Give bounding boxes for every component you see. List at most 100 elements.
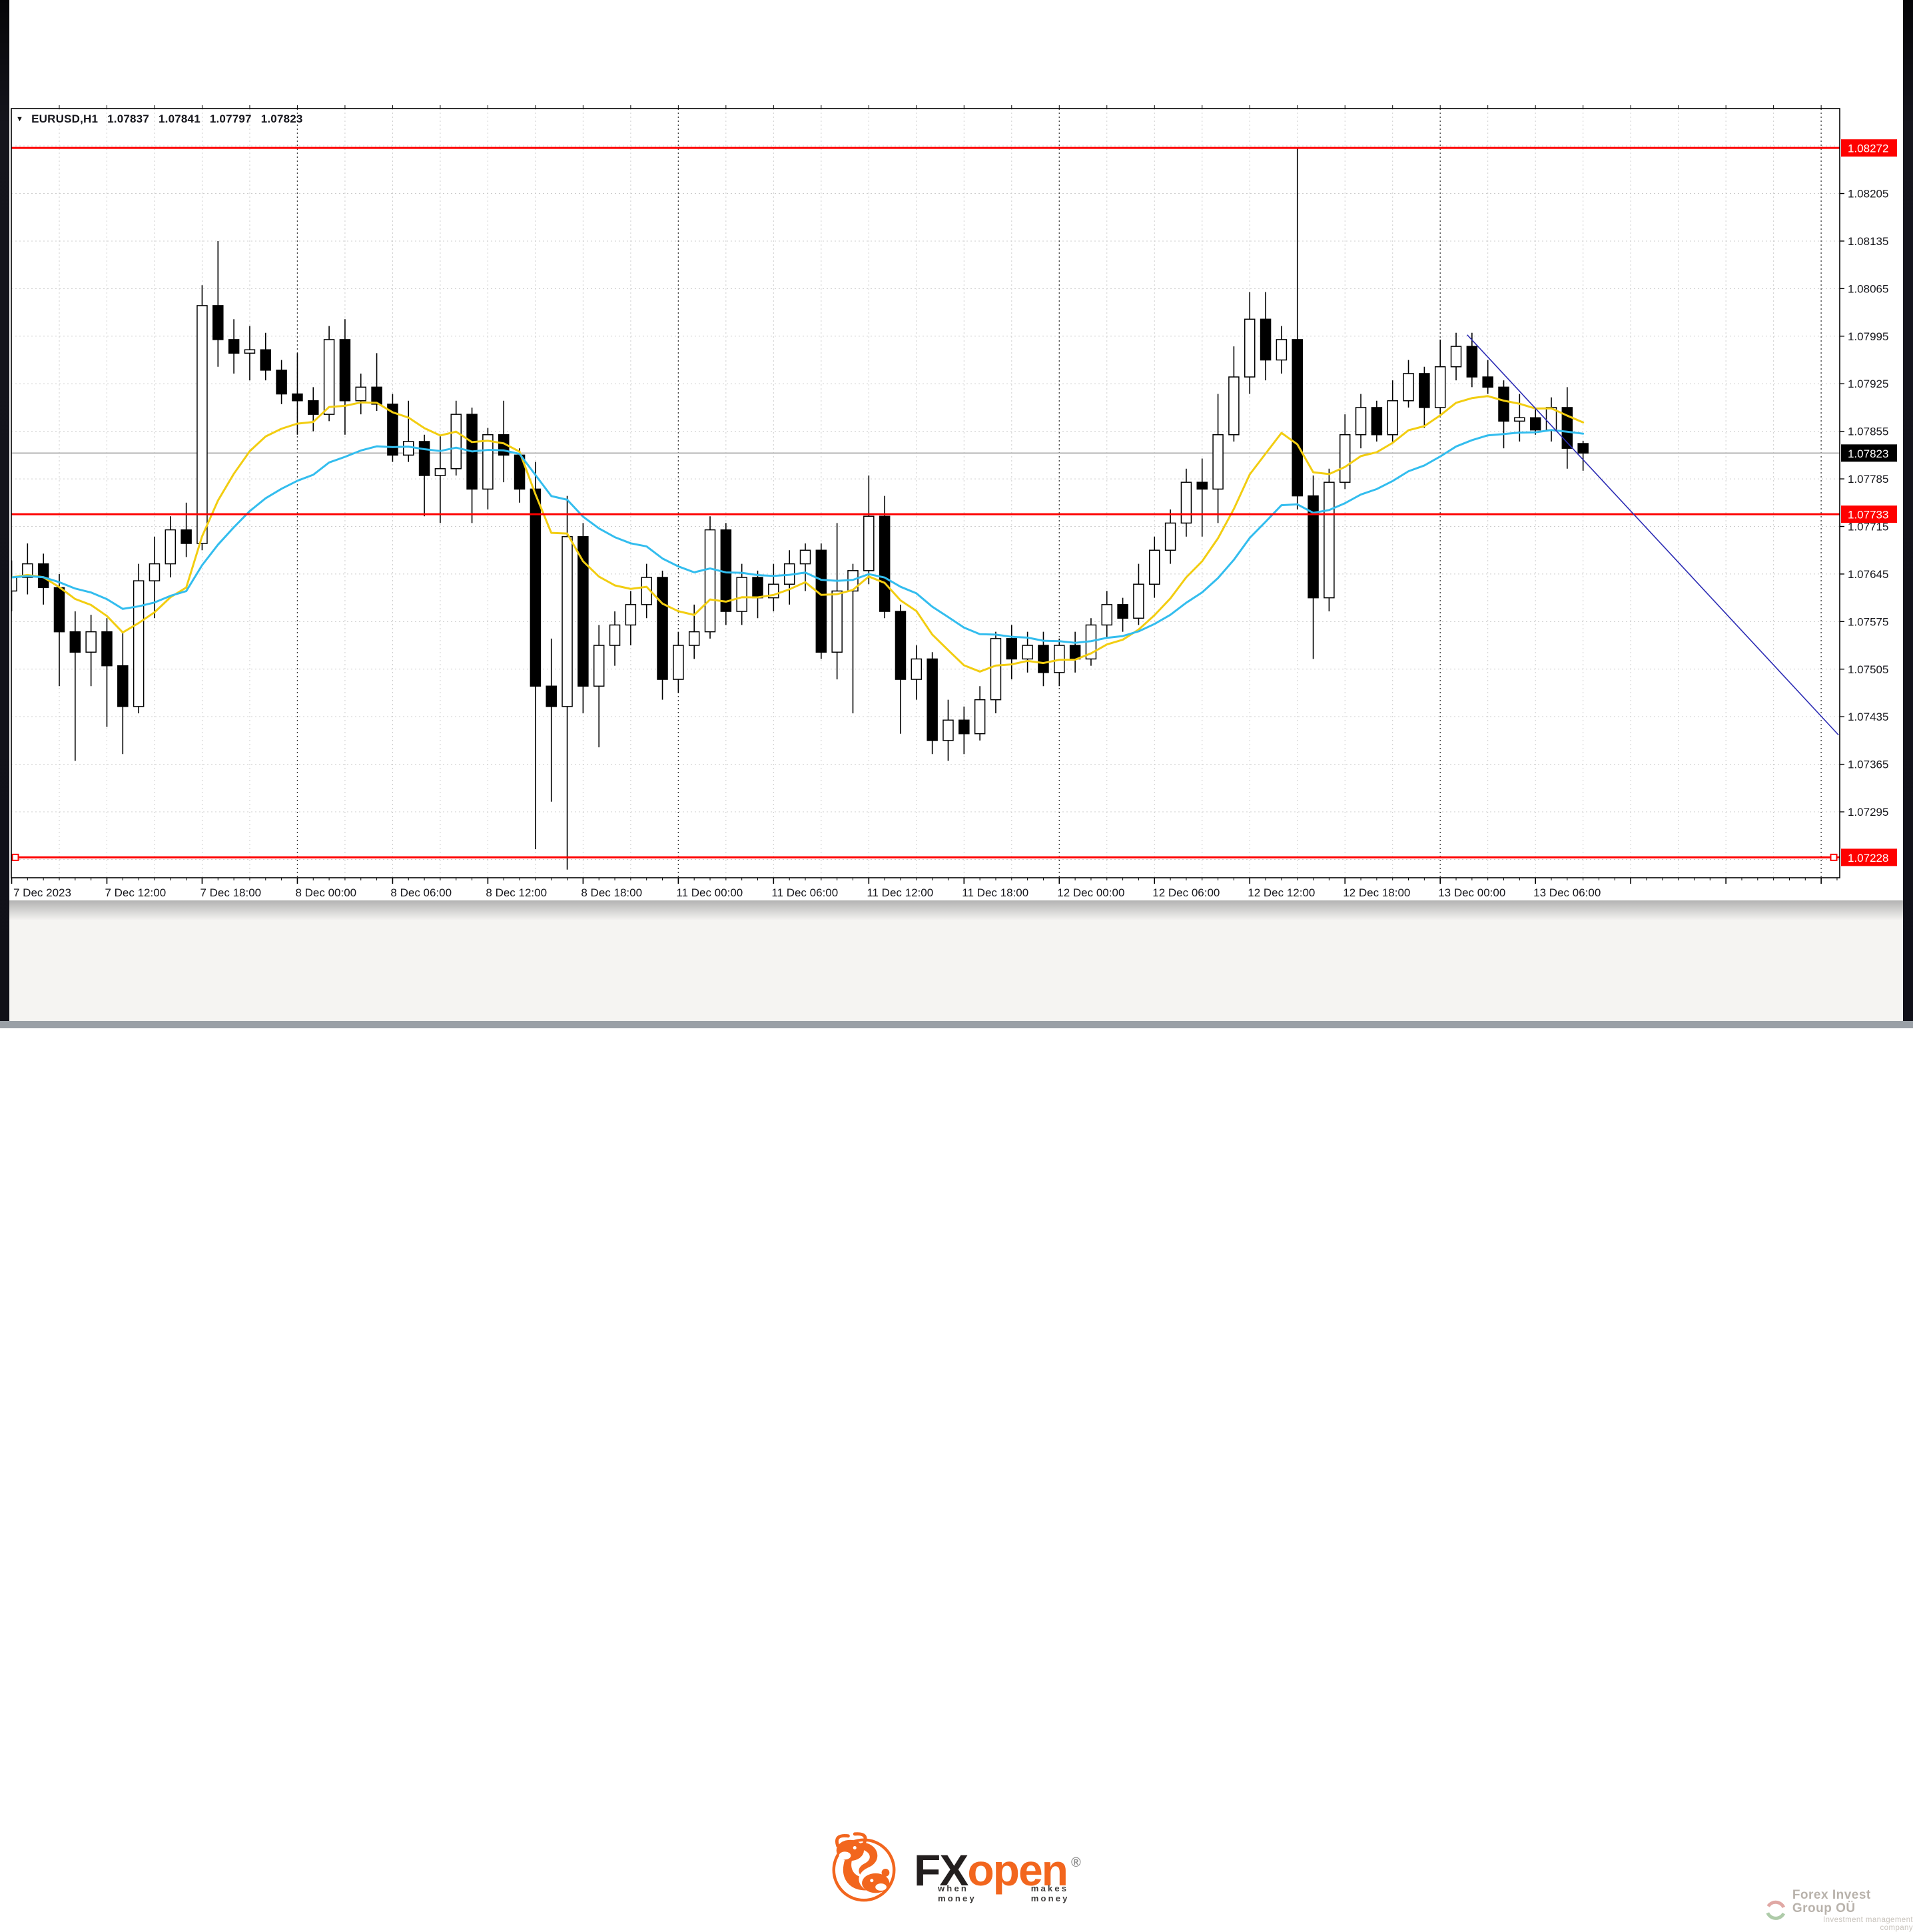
candle[interactable]	[371, 353, 382, 412]
candle[interactable]	[895, 604, 907, 734]
candle[interactable]	[1276, 326, 1288, 374]
candle[interactable]	[990, 631, 1002, 714]
candle[interactable]	[1355, 394, 1367, 449]
candle[interactable]	[577, 523, 589, 714]
candle[interactable]	[181, 502, 192, 557]
candle[interactable]	[1133, 563, 1144, 625]
candle[interactable]	[1260, 292, 1272, 381]
candle[interactable]	[815, 543, 827, 659]
candle[interactable]	[1387, 380, 1398, 442]
candle[interactable]	[1324, 468, 1335, 612]
candle[interactable]	[673, 631, 684, 693]
time-tick-label: 13 Dec 00:00	[1438, 886, 1505, 899]
candle[interactable]	[625, 591, 637, 646]
candle[interactable]	[292, 353, 303, 435]
candle[interactable]	[562, 495, 573, 870]
candle[interactable]	[863, 475, 875, 585]
candle[interactable]	[530, 462, 542, 850]
candle[interactable]	[149, 536, 161, 619]
candle[interactable]	[69, 611, 81, 761]
candle[interactable]	[387, 394, 398, 462]
candle[interactable]	[165, 516, 177, 578]
price-tick-label: 1.07505	[1848, 663, 1888, 676]
candle[interactable]	[609, 611, 621, 666]
candle[interactable]	[1006, 625, 1018, 680]
horizontal-support-resistance-lines[interactable]	[11, 147, 1840, 861]
candle[interactable]	[308, 387, 319, 432]
price-axis-tags: 1.08272 1.07733 1.07228 1.07823	[1841, 139, 1897, 866]
candle[interactable]	[879, 495, 891, 619]
price-axis[interactable]: 1.08205 1.08135 1.08065 1.07995 1.07925 1.078…	[1840, 188, 1888, 818]
candle[interactable]	[720, 523, 732, 625]
candle[interactable]	[1196, 458, 1208, 537]
chevron-down-icon[interactable]: ▼	[16, 115, 24, 123]
candle[interactable]	[228, 319, 240, 374]
line-handle[interactable]	[1830, 853, 1838, 861]
moving-averages	[11, 395, 1585, 673]
candle[interactable]	[657, 570, 668, 700]
candle[interactable]	[212, 240, 224, 367]
time-axis[interactable]: 7 Dec 2023 7 Dec 12:00 7 Dec 18:00 8 Dec 00…	[11, 878, 1838, 899]
candle[interactable]	[244, 326, 256, 381]
candle[interactable]	[434, 434, 446, 523]
candle[interactable]	[593, 625, 605, 748]
candlesticks[interactable]	[7, 148, 1589, 870]
descending-trendline[interactable]	[1467, 334, 1839, 736]
candle[interactable]	[339, 319, 351, 435]
line-handle[interactable]	[11, 853, 19, 861]
candle[interactable]	[1228, 346, 1240, 442]
candle[interactable]	[1371, 400, 1383, 442]
candle[interactable]	[704, 516, 716, 639]
candle[interactable]	[546, 638, 557, 802]
candle[interactable]	[1164, 509, 1176, 564]
candle[interactable]	[1514, 394, 1525, 442]
candle[interactable]	[1498, 380, 1509, 449]
candle[interactable]	[958, 706, 970, 755]
candle[interactable]	[22, 543, 33, 595]
candle[interactable]	[1149, 536, 1160, 598]
candle[interactable]	[1244, 292, 1256, 394]
candle[interactable]	[1117, 597, 1128, 632]
candle[interactable]	[1466, 332, 1478, 388]
candle[interactable]	[355, 373, 367, 415]
candle[interactable]	[927, 652, 938, 755]
price-chart[interactable]: 1.08205 1.08135 1.08065 1.07995 1.07925 1.078…	[0, 0, 1913, 900]
candle[interactable]	[1577, 440, 1589, 471]
candle[interactable]	[260, 332, 272, 381]
candle[interactable]	[450, 400, 462, 476]
candle[interactable]	[133, 563, 145, 714]
candle[interactable]	[1403, 360, 1414, 408]
candle[interactable]	[323, 326, 335, 422]
candle[interactable]	[1101, 591, 1113, 639]
registered-mark-icon: ®	[1071, 1855, 1081, 1870]
candle[interactable]	[974, 686, 986, 741]
price-tick-label: 1.08065	[1848, 282, 1888, 295]
price-tick-label: 1.08135	[1848, 235, 1888, 248]
candle[interactable]	[736, 563, 747, 625]
candle[interactable]	[1212, 394, 1224, 523]
symbol-timeframe-label: EURUSD,H1	[31, 113, 99, 125]
candle[interactable]	[403, 400, 414, 462]
candle[interactable]	[1482, 360, 1493, 394]
candle[interactable]	[1419, 366, 1430, 428]
candle[interactable]	[514, 448, 526, 503]
candle[interactable]	[1180, 468, 1192, 537]
high-value: 1.07841	[159, 113, 200, 125]
candle[interactable]	[1529, 407, 1541, 435]
candle[interactable]	[85, 615, 97, 687]
candle[interactable]	[1450, 332, 1462, 381]
candle[interactable]	[418, 434, 430, 517]
candle[interactable]	[943, 699, 954, 761]
candle[interactable]	[1308, 475, 1319, 659]
candle[interactable]	[831, 523, 843, 680]
candle[interactable]	[1434, 339, 1446, 415]
candle[interactable]	[117, 631, 129, 755]
candle[interactable]	[101, 618, 113, 727]
time-tick-label: 7 Dec 18:00	[200, 886, 261, 899]
candle[interactable]	[276, 360, 287, 404]
candle[interactable]	[911, 645, 923, 700]
candle[interactable]	[1292, 148, 1303, 509]
candle[interactable]	[196, 285, 208, 551]
candle[interactable]	[1339, 414, 1351, 489]
time-tick-label: 7 Dec 12:00	[105, 886, 166, 899]
